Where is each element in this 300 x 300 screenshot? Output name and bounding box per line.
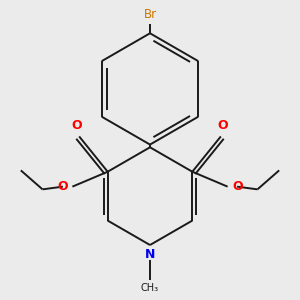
Text: O: O [57,180,68,193]
Text: Br: Br [143,8,157,21]
Text: N: N [145,248,155,261]
Text: O: O [72,119,83,132]
Text: CH₃: CH₃ [141,283,159,293]
Text: O: O [218,119,228,132]
Text: O: O [232,180,243,193]
